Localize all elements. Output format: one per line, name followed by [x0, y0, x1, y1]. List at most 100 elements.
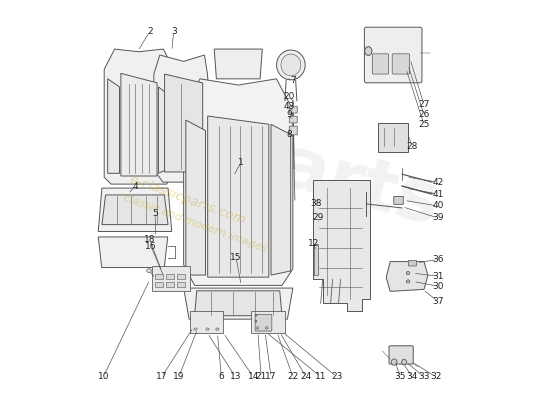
- PathPatch shape: [184, 288, 293, 319]
- Text: 29: 29: [312, 213, 323, 222]
- Text: 38: 38: [310, 200, 322, 208]
- Text: 31: 31: [432, 272, 444, 281]
- Ellipse shape: [406, 280, 410, 283]
- PathPatch shape: [214, 49, 262, 79]
- PathPatch shape: [158, 87, 170, 173]
- Text: 24: 24: [300, 372, 312, 381]
- Ellipse shape: [206, 328, 209, 330]
- Text: 41: 41: [432, 190, 443, 198]
- PathPatch shape: [104, 49, 174, 184]
- Ellipse shape: [281, 54, 301, 76]
- PathPatch shape: [186, 120, 206, 275]
- Text: 5: 5: [152, 210, 158, 218]
- Text: 37: 37: [432, 297, 444, 306]
- Text: 8: 8: [286, 130, 292, 139]
- Text: 6: 6: [218, 372, 224, 381]
- Ellipse shape: [256, 327, 259, 329]
- Ellipse shape: [216, 328, 219, 330]
- FancyBboxPatch shape: [392, 54, 410, 74]
- Text: 32: 32: [430, 372, 442, 381]
- FancyBboxPatch shape: [389, 346, 413, 364]
- FancyBboxPatch shape: [190, 311, 223, 333]
- PathPatch shape: [195, 291, 282, 316]
- Ellipse shape: [255, 314, 257, 316]
- Text: 36: 36: [432, 255, 444, 264]
- Text: 23: 23: [331, 372, 342, 381]
- Text: 14: 14: [248, 372, 259, 381]
- PathPatch shape: [386, 262, 428, 291]
- FancyBboxPatch shape: [251, 311, 285, 333]
- PathPatch shape: [102, 195, 168, 225]
- FancyBboxPatch shape: [166, 282, 174, 287]
- PathPatch shape: [313, 180, 370, 311]
- PathPatch shape: [98, 188, 172, 232]
- Text: 9: 9: [286, 110, 292, 119]
- FancyBboxPatch shape: [177, 282, 185, 287]
- Ellipse shape: [147, 269, 151, 273]
- Text: 42: 42: [432, 178, 443, 187]
- Text: 22: 22: [287, 372, 299, 381]
- FancyBboxPatch shape: [177, 274, 185, 280]
- PathPatch shape: [121, 73, 157, 176]
- Text: 19: 19: [173, 372, 185, 381]
- FancyBboxPatch shape: [155, 274, 163, 280]
- Ellipse shape: [255, 320, 257, 322]
- Text: 16: 16: [145, 242, 157, 251]
- PathPatch shape: [98, 237, 168, 268]
- PathPatch shape: [164, 74, 203, 172]
- Ellipse shape: [392, 359, 397, 365]
- FancyBboxPatch shape: [314, 244, 318, 276]
- PathPatch shape: [208, 116, 269, 277]
- Text: 33: 33: [418, 372, 430, 381]
- FancyBboxPatch shape: [289, 116, 297, 123]
- Text: 4: 4: [133, 182, 138, 190]
- Text: 17: 17: [156, 372, 168, 381]
- Text: 3: 3: [171, 27, 177, 36]
- Text: 18: 18: [144, 235, 156, 244]
- Text: 7: 7: [290, 76, 296, 85]
- Text: 27: 27: [418, 100, 430, 109]
- PathPatch shape: [271, 124, 291, 275]
- Text: 12: 12: [308, 239, 320, 248]
- FancyBboxPatch shape: [378, 122, 408, 152]
- Text: 17: 17: [265, 372, 277, 381]
- Text: classic and modern images: classic and modern images: [122, 193, 269, 254]
- PathPatch shape: [108, 79, 119, 173]
- Text: 28: 28: [406, 142, 418, 151]
- Text: 1: 1: [238, 158, 244, 167]
- Text: e-classicparts.com: e-classicparts.com: [128, 173, 248, 227]
- FancyBboxPatch shape: [394, 196, 403, 204]
- FancyBboxPatch shape: [289, 126, 297, 135]
- Ellipse shape: [194, 328, 197, 330]
- Text: 40: 40: [432, 202, 443, 210]
- FancyBboxPatch shape: [152, 266, 190, 291]
- Text: 30: 30: [432, 282, 444, 291]
- PathPatch shape: [184, 79, 293, 286]
- Ellipse shape: [265, 327, 268, 329]
- FancyBboxPatch shape: [364, 27, 422, 83]
- FancyBboxPatch shape: [409, 260, 416, 266]
- Ellipse shape: [402, 359, 406, 365]
- FancyBboxPatch shape: [255, 314, 272, 331]
- PathPatch shape: [154, 55, 213, 182]
- FancyBboxPatch shape: [289, 106, 297, 113]
- Ellipse shape: [365, 47, 372, 56]
- Ellipse shape: [406, 272, 410, 275]
- Text: 34: 34: [406, 372, 418, 381]
- Text: 39: 39: [432, 213, 444, 222]
- Text: 43: 43: [283, 102, 295, 111]
- Text: 11: 11: [315, 372, 327, 381]
- Text: 10: 10: [98, 372, 109, 381]
- Text: 35: 35: [394, 372, 406, 381]
- Text: 2: 2: [147, 27, 153, 36]
- FancyBboxPatch shape: [155, 282, 163, 287]
- Ellipse shape: [277, 50, 305, 80]
- Text: parts: parts: [223, 119, 447, 241]
- FancyBboxPatch shape: [166, 274, 174, 280]
- Text: 25: 25: [418, 120, 430, 129]
- Text: 15: 15: [230, 253, 242, 262]
- Text: 20: 20: [283, 92, 295, 101]
- Text: 13: 13: [229, 372, 241, 381]
- Text: 26: 26: [418, 110, 430, 119]
- FancyBboxPatch shape: [372, 54, 389, 74]
